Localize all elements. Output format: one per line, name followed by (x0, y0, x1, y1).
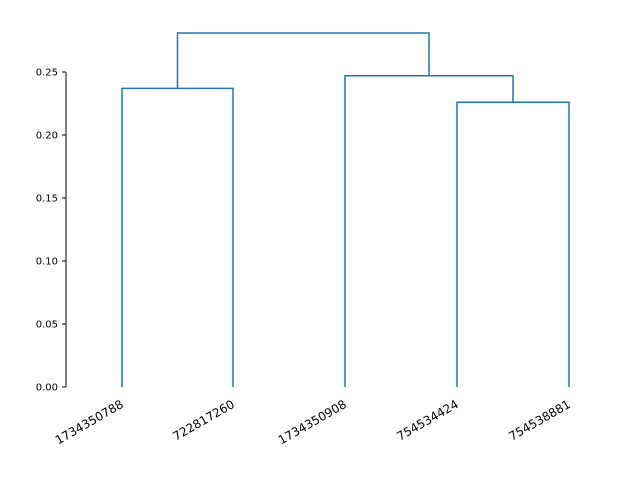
dendrogram-links (121, 32, 570, 387)
dendrogram-link (121, 87, 234, 387)
dendrogram-link (344, 75, 514, 387)
y-tick-label: 0.10 (36, 257, 58, 268)
y-tick-label: 0.05 (36, 320, 58, 331)
y-tick-label: 0.20 (36, 131, 58, 142)
x-axis-leaf-labels: 1734350788 722817260 1734350908 754534424 75… (53, 397, 573, 447)
leaf-label: 722817260 (170, 397, 237, 443)
leaf-label: 754538881 (506, 397, 573, 443)
y-axis-ticks: 0.00 0.05 0.10 0.15 0.20 0.25 (36, 68, 66, 394)
y-tick-label: 0.25 (36, 68, 58, 79)
leaf-label: 754534424 (394, 397, 461, 443)
leaf-label: 1734350908 (276, 397, 349, 447)
y-tick-label: 0.00 (36, 383, 58, 394)
leaf-label: 1734350788 (53, 397, 126, 447)
y-tick-label: 0.15 (36, 194, 58, 205)
dendrogram-link (176, 32, 430, 89)
dendrogram-link (456, 101, 570, 387)
